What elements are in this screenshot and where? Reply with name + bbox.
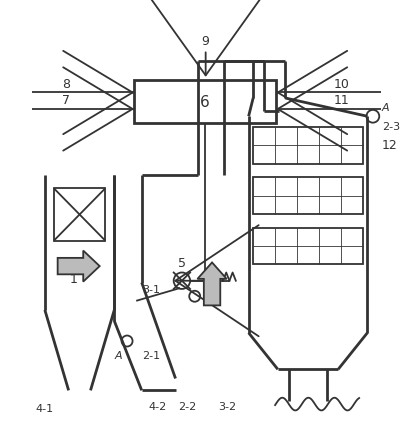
Bar: [253, 228, 363, 265]
Bar: [134, 81, 276, 123]
Text: 10: 10: [334, 78, 350, 91]
Polygon shape: [58, 251, 100, 282]
Text: 2-3: 2-3: [382, 122, 400, 132]
Text: 7: 7: [62, 94, 70, 107]
Text: A: A: [114, 350, 122, 360]
Text: 2-2: 2-2: [178, 401, 196, 411]
Text: A: A: [205, 282, 212, 292]
Bar: [253, 178, 363, 214]
Bar: [54, 189, 105, 241]
Text: 4-1: 4-1: [36, 403, 54, 413]
Text: 1: 1: [70, 273, 78, 286]
Text: 4-2: 4-2: [148, 401, 166, 411]
Bar: [253, 128, 363, 164]
Text: 5: 5: [178, 256, 186, 269]
Polygon shape: [197, 263, 227, 306]
Text: A: A: [382, 102, 389, 112]
Text: 3-1: 3-1: [142, 285, 160, 295]
Text: 6: 6: [200, 95, 210, 109]
Text: 8: 8: [62, 78, 70, 91]
Text: 3-2: 3-2: [219, 401, 237, 411]
Text: 12: 12: [382, 139, 398, 152]
Text: 11: 11: [334, 94, 350, 107]
Text: 2-1: 2-1: [142, 350, 160, 360]
Text: 9: 9: [202, 35, 210, 48]
